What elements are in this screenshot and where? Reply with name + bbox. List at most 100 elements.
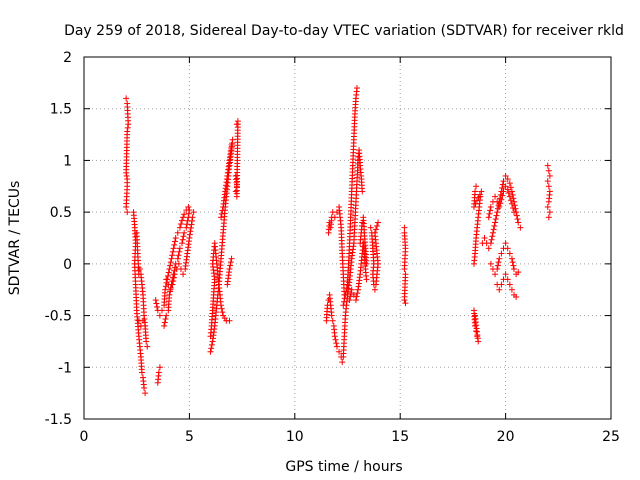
data-point	[181, 211, 188, 218]
data-point	[187, 224, 194, 231]
data-point	[508, 286, 515, 293]
x-tick-label: 25	[602, 429, 620, 445]
data-point	[506, 193, 513, 200]
data-point	[494, 266, 501, 273]
data-point	[136, 266, 143, 273]
data-point	[546, 172, 553, 179]
data-point	[494, 209, 501, 216]
data-point	[492, 219, 499, 226]
data-point	[333, 343, 340, 350]
data-point	[166, 266, 173, 273]
data-point	[123, 203, 130, 210]
y-axis-label: SDTVAR / TECUs	[7, 181, 23, 296]
data-point	[485, 214, 492, 221]
data-point	[329, 317, 336, 324]
data-point	[168, 255, 175, 262]
data-point	[185, 203, 192, 210]
data-point	[174, 255, 181, 262]
data-point	[472, 188, 479, 195]
data-point	[341, 295, 348, 302]
data-point	[371, 229, 378, 236]
data-point	[218, 210, 225, 217]
data-point	[166, 291, 173, 298]
data-point	[508, 188, 515, 195]
data-point	[125, 121, 132, 128]
data-point	[492, 271, 499, 278]
tick-layer: 0 5 10 15 20 25 -1.5 -1 -0.5 0 0.5 1 1.5 2	[45, 50, 620, 445]
data-point	[513, 293, 520, 300]
plot-frame	[83, 56, 612, 420]
data-point	[185, 210, 192, 217]
data-point	[375, 219, 382, 226]
data-point	[498, 281, 505, 288]
data-point	[487, 203, 494, 210]
data-point	[359, 188, 366, 195]
data-point	[510, 262, 517, 269]
data-point	[500, 178, 507, 185]
data-point	[372, 226, 379, 233]
data-point	[152, 297, 159, 304]
data-point	[219, 309, 226, 316]
data-point	[545, 183, 552, 190]
data-point	[545, 167, 552, 174]
data-point	[500, 188, 507, 195]
data-point	[189, 217, 196, 224]
data-point	[498, 196, 505, 203]
data-point	[163, 312, 170, 319]
data-point	[489, 233, 496, 240]
data-point	[485, 245, 492, 252]
data-point	[123, 95, 130, 102]
data-point	[336, 348, 343, 355]
data-point	[229, 136, 236, 143]
data-point	[177, 221, 184, 228]
y-tick-label: -1.5	[45, 412, 72, 428]
data-point	[496, 255, 503, 262]
data-point	[346, 297, 353, 304]
data-point	[158, 307, 165, 314]
data-point	[502, 271, 509, 278]
data-point	[176, 245, 183, 252]
data-point	[165, 269, 172, 276]
data-point	[491, 222, 498, 229]
y-tick-label: 2	[63, 50, 72, 66]
data-point	[167, 286, 174, 293]
data-point	[226, 266, 233, 273]
data-point	[348, 286, 355, 293]
data-point	[515, 269, 522, 276]
data-point	[167, 259, 174, 266]
x-axis-label: GPS time / hours	[285, 459, 402, 475]
y-tick-label: 0	[63, 257, 72, 273]
data-point	[544, 162, 551, 169]
data-point	[234, 118, 241, 125]
data-point	[472, 312, 479, 319]
data-point	[156, 364, 163, 371]
data-point	[124, 124, 131, 131]
chart-title: Day 259 of 2018, Sidereal Day-to-day VTE…	[64, 23, 624, 39]
data-point	[142, 390, 149, 397]
data-point	[401, 297, 408, 304]
data-point	[218, 214, 225, 221]
data-point	[175, 252, 182, 259]
data-point	[339, 359, 346, 366]
data-point	[188, 221, 195, 228]
data-point	[170, 274, 177, 281]
data-point	[219, 207, 226, 214]
data-point	[513, 212, 520, 219]
data-point	[497, 200, 504, 207]
data-point	[208, 345, 215, 352]
data-point	[343, 288, 350, 295]
data-point	[143, 338, 150, 345]
data-point	[233, 121, 240, 128]
data-point	[218, 305, 225, 312]
data-point	[494, 198, 501, 205]
data-point	[473, 183, 480, 190]
data-point	[545, 198, 552, 205]
data-point	[515, 219, 522, 226]
data-point	[124, 209, 131, 216]
x-tick-label: 0	[80, 429, 89, 445]
data-point	[343, 284, 350, 291]
data-point	[496, 286, 503, 293]
data-point	[138, 369, 145, 376]
data-point	[506, 281, 513, 288]
data-point	[340, 298, 347, 305]
